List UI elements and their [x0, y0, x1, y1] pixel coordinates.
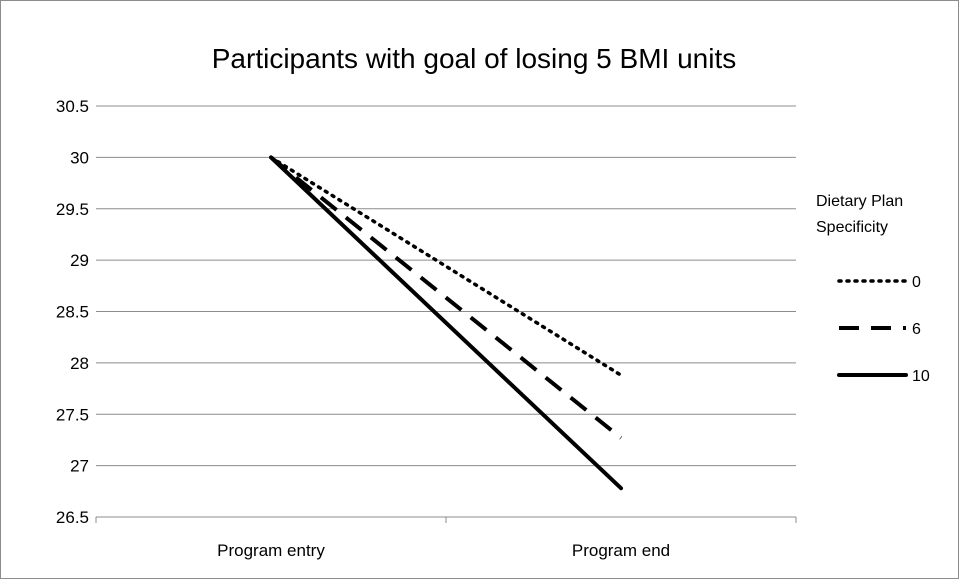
- series-line-10: [269, 155, 623, 491]
- legend: Dietary Plan Specificity 0 6 10: [816, 193, 930, 385]
- gridlines: [96, 105, 796, 518]
- legend-title-line-1: Dietary Plan: [816, 193, 903, 210]
- legend-title-line-2: Specificity: [816, 219, 888, 236]
- y-tick-label: 30.5: [56, 97, 89, 116]
- x-tick-label: Program entry: [217, 541, 325, 560]
- legend-label-10: 10: [912, 368, 930, 385]
- legend-label-6: 6: [912, 321, 921, 338]
- y-axis-tick-labels: 30.5 30 29.5 29 28.5 28 27.5 27 26.5: [56, 97, 89, 527]
- y-tick-label: 27: [70, 457, 89, 476]
- y-tick-label: 29: [70, 251, 89, 270]
- y-tick-label: 29.5: [56, 200, 89, 219]
- y-tick-label: 28.5: [56, 303, 89, 322]
- y-tick-label: 27.5: [56, 405, 89, 424]
- legend-label-0: 0: [912, 274, 921, 291]
- series-lines: [269, 155, 623, 491]
- y-tick-label: 26.5: [56, 508, 89, 527]
- x-axis: Program entry Program end: [95, 517, 797, 560]
- x-tick-label: Program end: [572, 541, 670, 560]
- chart-title: Participants with goal of losing 5 BMI u…: [212, 43, 736, 74]
- y-tick-label: 28: [70, 354, 89, 373]
- series-line-6: [269, 155, 623, 440]
- y-tick-label: 30: [70, 148, 89, 167]
- series-line-0: [269, 155, 623, 377]
